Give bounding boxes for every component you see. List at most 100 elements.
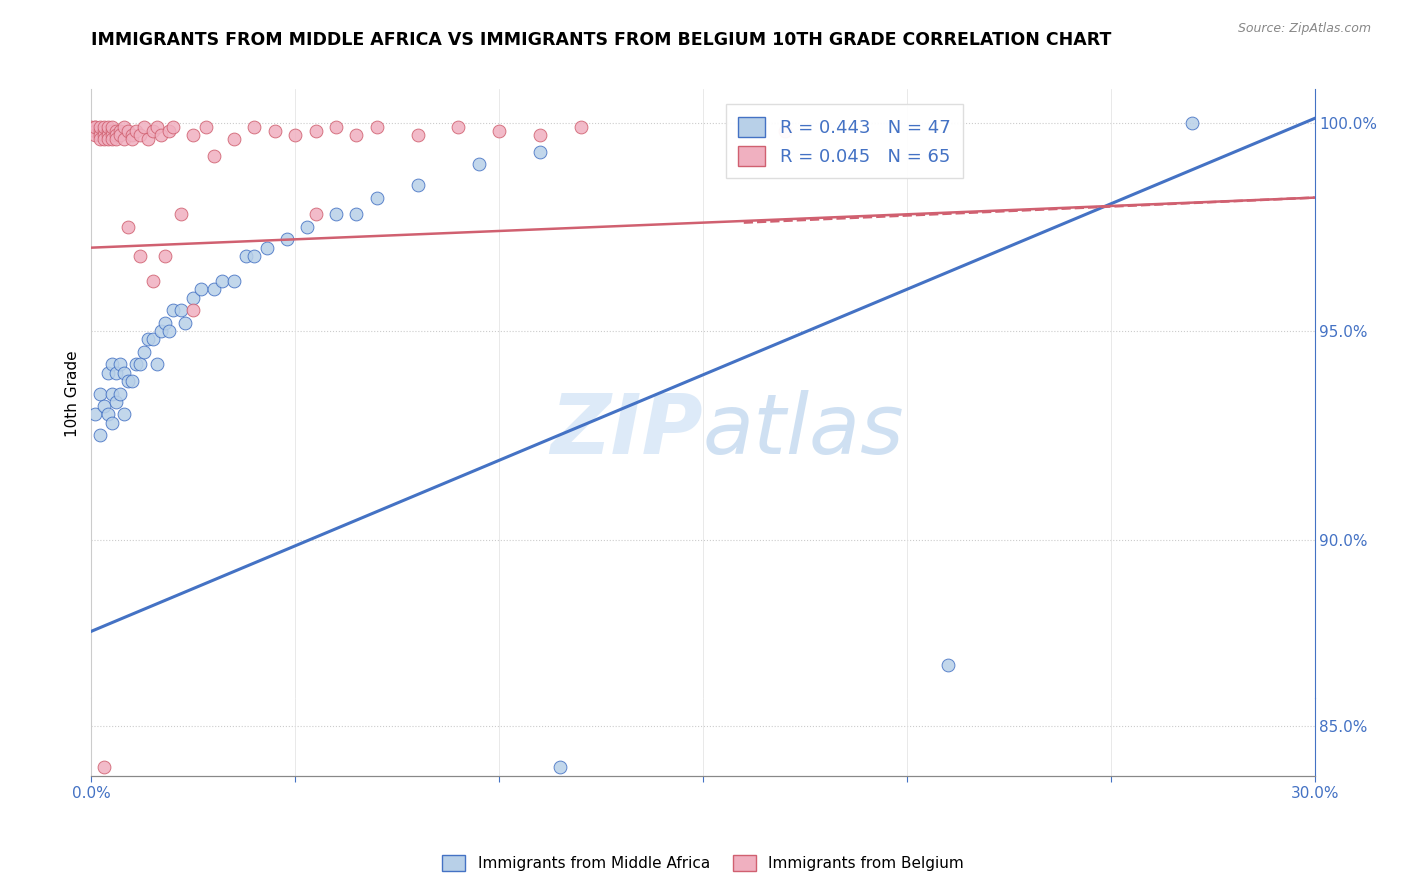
Point (84, 124, 107, 138)
Point (84, 128, 107, 142)
Legend: Immigrants from Middle Africa, Immigrants from Belgium: Immigrants from Middle Africa, Immigrant… (436, 849, 970, 877)
Point (89, 120, 111, 134)
Point (93, 399, 115, 413)
Point (406, 178, 429, 193)
Point (936, 657, 959, 672)
Point (121, 374, 143, 388)
Point (93, 120, 115, 134)
Point (190, 282, 212, 296)
Point (202, 149, 225, 163)
Point (488, 124, 510, 138)
Point (162, 120, 184, 134)
Point (129, 249, 152, 263)
Point (297, 219, 319, 234)
Point (325, 207, 347, 221)
Point (129, 358, 152, 372)
Point (117, 124, 139, 138)
Point (264, 124, 287, 138)
Point (108, 128, 131, 142)
Point (117, 374, 139, 388)
Point (108, 386, 131, 401)
Point (284, 128, 307, 142)
Point (125, 124, 148, 138)
Point (89, 386, 111, 401)
Point (529, 145, 551, 159)
Text: atlas: atlas (703, 390, 904, 471)
Point (773, 124, 796, 138)
Point (145, 120, 167, 134)
Point (112, 132, 135, 146)
Point (304, 207, 326, 221)
Point (141, 332, 163, 346)
Point (222, 274, 246, 288)
Point (84, 120, 107, 134)
Point (183, 303, 205, 318)
Point (80, 120, 103, 134)
Point (170, 207, 193, 221)
Point (138, 332, 160, 346)
Text: Source: ZipAtlas.com: Source: ZipAtlas.com (1237, 22, 1371, 36)
Point (157, 124, 180, 138)
Point (121, 128, 143, 142)
Point (97, 120, 120, 134)
Point (89, 124, 111, 138)
Point (141, 274, 163, 288)
Point (101, 386, 124, 401)
Point (141, 124, 163, 138)
Point (243, 249, 266, 263)
Point (101, 124, 124, 138)
Point (97, 408, 120, 422)
Point (170, 303, 193, 318)
Point (183, 128, 205, 142)
Point (235, 249, 257, 263)
Point (101, 358, 124, 372)
Point (153, 249, 176, 263)
Point (157, 324, 180, 338)
Y-axis label: 10th Grade: 10th Grade (65, 351, 80, 437)
Text: IMMIGRANTS FROM MIDDLE AFRICA VS IMMIGRANTS FROM BELGIUM 10TH GRADE CORRELATION : IMMIGRANTS FROM MIDDLE AFRICA VS IMMIGRA… (91, 31, 1112, 49)
Point (93, 760, 115, 774)
Text: ZIP: ZIP (550, 390, 703, 471)
Point (346, 128, 368, 142)
Point (346, 207, 368, 221)
Point (304, 124, 326, 138)
Point (89, 866, 111, 880)
Point (112, 120, 135, 134)
Point (101, 120, 124, 134)
Point (276, 232, 298, 246)
Point (108, 358, 131, 372)
Point (129, 128, 152, 142)
Point (194, 120, 217, 134)
Point (101, 132, 124, 146)
Point (162, 303, 184, 318)
Point (211, 274, 233, 288)
Point (97, 128, 120, 142)
Point (202, 282, 225, 296)
Point (97, 132, 120, 146)
Point (93, 124, 115, 138)
Point (101, 416, 124, 430)
Point (84, 120, 107, 134)
Point (149, 128, 172, 142)
Point (366, 191, 388, 205)
Point (467, 157, 491, 171)
Point (447, 120, 470, 134)
Point (149, 324, 172, 338)
Point (104, 124, 127, 138)
Point (183, 291, 205, 305)
Point (256, 241, 278, 255)
Point (104, 395, 127, 409)
Point (134, 345, 156, 359)
Point (112, 408, 135, 422)
Point (108, 124, 131, 138)
Point (104, 132, 127, 146)
Point (89, 428, 111, 442)
Point (1181, 115, 1204, 129)
Point (121, 132, 143, 146)
Point (134, 120, 156, 134)
Point (569, 120, 592, 134)
Point (117, 219, 139, 234)
Point (125, 358, 148, 372)
Point (104, 128, 127, 142)
Point (104, 366, 127, 380)
